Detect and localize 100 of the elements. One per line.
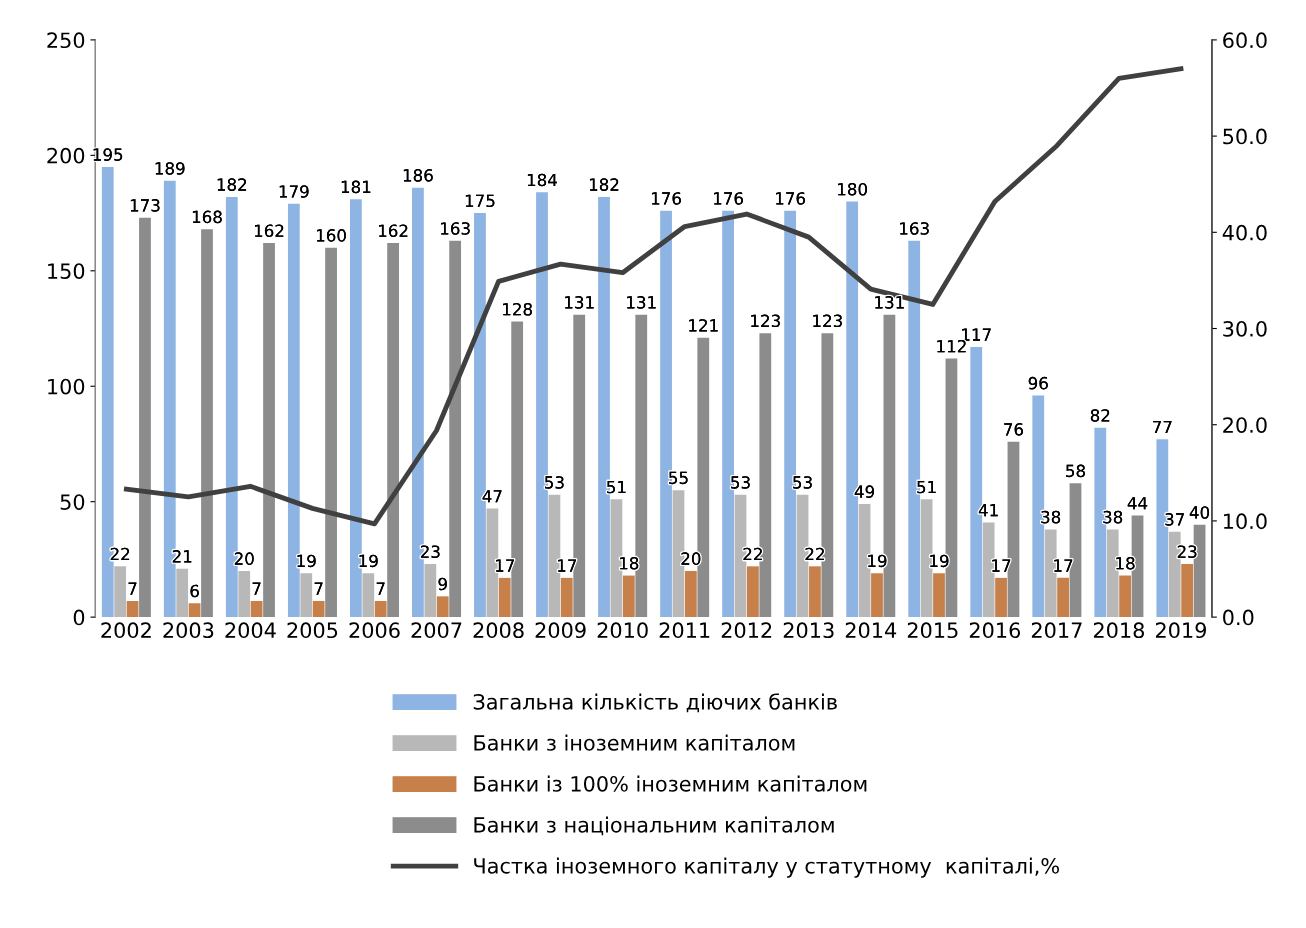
data-label: 182 bbox=[589, 178, 619, 191]
bar bbox=[126, 600, 139, 618]
data-label: 123 bbox=[813, 314, 842, 328]
bar bbox=[188, 603, 201, 618]
data-label: 44 bbox=[1127, 497, 1148, 510]
data-label: 7 bbox=[376, 582, 385, 595]
data-label: 7 bbox=[314, 582, 323, 595]
data-label: 131 bbox=[565, 296, 594, 309]
data-label: 117 bbox=[962, 328, 991, 341]
data-label: 162 bbox=[379, 224, 408, 238]
data-label: 163 bbox=[900, 222, 929, 235]
y-tick-label: 150 bbox=[48, 263, 85, 279]
bar bbox=[560, 577, 573, 618]
y-tick-label: 0 bbox=[73, 609, 85, 626]
data-label: 184 bbox=[527, 173, 557, 187]
bar bbox=[325, 247, 337, 618]
bar bbox=[1181, 564, 1194, 618]
x-tick-label: 2005 bbox=[287, 622, 338, 639]
y-tick-label: 100 bbox=[48, 378, 85, 395]
data-label: 47 bbox=[482, 490, 502, 503]
data-label: 131 bbox=[875, 296, 904, 309]
legend-label: Банки з національним капіталом bbox=[474, 816, 834, 836]
x-tick-label: 2010 bbox=[597, 622, 648, 639]
bar bbox=[684, 570, 697, 618]
bar bbox=[1057, 577, 1069, 618]
bar bbox=[114, 566, 127, 618]
data-label: 19 bbox=[359, 554, 378, 568]
x-tick-label: 2012 bbox=[721, 622, 772, 639]
x-tick-label: 2009 bbox=[535, 622, 586, 639]
data-label: 168 bbox=[192, 210, 222, 224]
data-label: 186 bbox=[403, 169, 433, 182]
data-label: 131 bbox=[627, 296, 656, 309]
data-label: 173 bbox=[130, 199, 160, 212]
x-tick-label: 2003 bbox=[163, 622, 214, 639]
data-label: 51 bbox=[607, 480, 626, 494]
data-label: 23 bbox=[420, 545, 440, 559]
bar bbox=[250, 600, 263, 618]
bar bbox=[809, 566, 821, 618]
data-label: 82 bbox=[1090, 409, 1110, 422]
data-label: 128 bbox=[503, 302, 532, 316]
data-label: 17 bbox=[1054, 559, 1073, 572]
data-label: 17 bbox=[558, 559, 576, 572]
bar bbox=[498, 577, 511, 618]
data-label: 22 bbox=[743, 547, 762, 561]
bar bbox=[424, 564, 437, 618]
x-tick-label: 2006 bbox=[349, 622, 400, 639]
data-label: 175 bbox=[465, 194, 495, 208]
bar bbox=[300, 573, 313, 618]
x-tick-label: 2008 bbox=[473, 622, 524, 639]
line-series bbox=[123, 66, 1184, 527]
bar bbox=[747, 566, 759, 618]
data-label: 176 bbox=[714, 192, 743, 205]
data-label: 7 bbox=[252, 582, 261, 595]
x-tick-label: 2013 bbox=[783, 622, 834, 639]
data-label: 19 bbox=[297, 554, 316, 568]
data-label: 53 bbox=[793, 476, 812, 489]
y2-tick-label: 10.0 bbox=[1223, 513, 1267, 530]
data-label: 22 bbox=[805, 547, 824, 561]
data-label: 195 bbox=[93, 148, 123, 161]
data-label: 53 bbox=[731, 476, 750, 489]
data-label: 51 bbox=[917, 480, 936, 494]
data-label: 76 bbox=[1004, 423, 1024, 436]
data-label: 7 bbox=[128, 582, 137, 595]
y2-tick-label: 0.0 bbox=[1223, 609, 1254, 626]
legend-label: Частка іноземного капіталу у статутному капіталі,% bbox=[474, 857, 1059, 878]
data-label: 176 bbox=[776, 192, 805, 205]
legend-label: Банки із 100% іноземним капіталом bbox=[474, 775, 867, 792]
y-tick-label: 200 bbox=[47, 147, 85, 164]
bar bbox=[139, 217, 151, 618]
data-label: 40 bbox=[1189, 506, 1210, 519]
y-tick-label: 50 bbox=[60, 494, 85, 510]
bar bbox=[176, 568, 189, 618]
legend-label: Банки з іноземним капіталом bbox=[474, 734, 795, 751]
y-tick-label: 250 bbox=[47, 32, 85, 49]
x-tick-label: 2017 bbox=[1031, 622, 1082, 639]
data-label: 37 bbox=[1165, 513, 1184, 526]
data-label: 9 bbox=[438, 577, 447, 591]
data-label: 23 bbox=[1177, 545, 1197, 559]
x-tick-label: 2014 bbox=[845, 622, 897, 639]
x-tick-label: 2019 bbox=[1155, 622, 1206, 639]
bar bbox=[933, 573, 945, 618]
data-label: 18 bbox=[1116, 556, 1135, 570]
bar bbox=[995, 577, 1007, 618]
bar bbox=[362, 573, 375, 618]
data-label: 77 bbox=[1153, 420, 1172, 434]
data-label: 55 bbox=[669, 471, 688, 485]
x-tick-label: 2002 bbox=[101, 622, 151, 639]
y2-tick-label: 20.0 bbox=[1223, 417, 1267, 433]
data-label: 96 bbox=[1028, 376, 1048, 390]
bar bbox=[238, 570, 251, 618]
data-label: 49 bbox=[854, 485, 874, 498]
data-label: 112 bbox=[937, 339, 966, 353]
bar bbox=[622, 575, 635, 618]
y2-tick-label: 50.0 bbox=[1223, 128, 1267, 145]
data-label: 20 bbox=[681, 552, 701, 565]
y2-tick-label: 30.0 bbox=[1223, 320, 1267, 337]
data-label: 180 bbox=[838, 182, 867, 196]
bar bbox=[449, 240, 462, 618]
data-label: 38 bbox=[1041, 510, 1061, 524]
data-label: 6 bbox=[190, 584, 199, 598]
